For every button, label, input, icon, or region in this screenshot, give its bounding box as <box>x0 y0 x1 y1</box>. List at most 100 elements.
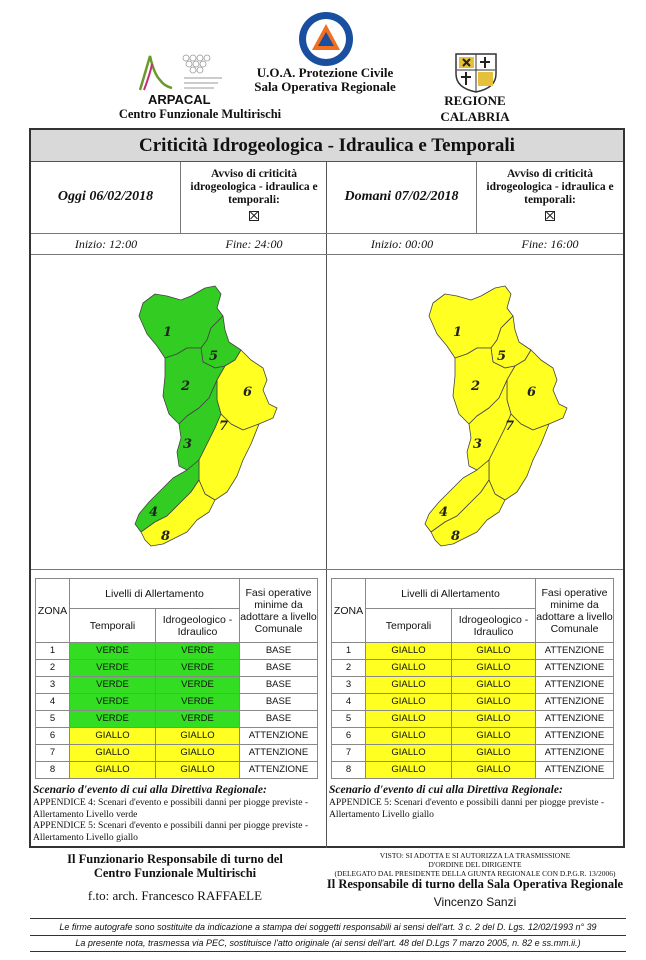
today-temporali-cell: GIALLO <box>69 761 156 779</box>
tomorrow-avviso-checkbox <box>545 211 555 221</box>
tomorrow-table-row: 5 GIALLO GIALLO ATTENZIONE <box>331 710 614 728</box>
regione-calabria-logo <box>455 53 497 93</box>
footer-note-1: Le firme autografe sono sostituite da in… <box>59 922 597 932</box>
tomorrow-zone-8 <box>430 479 506 547</box>
footer-divider-1 <box>30 918 626 919</box>
funzionario-name: f.to: arch. Francesco RAFFAELE <box>87 888 263 903</box>
uoa-line1: U.O.A. Protezione Civile <box>256 65 394 80</box>
today-zona-cell: 8 <box>35 761 70 779</box>
bulletin-title: Criticità Idrogeologica - Idraulica e Te… <box>31 130 623 162</box>
today-avviso-checkbox <box>249 211 259 221</box>
tomorrow-fase-cell: ATTENZIONE <box>535 693 614 711</box>
today-idro-header: Idrogeologico - Idraulico <box>155 608 240 643</box>
today-table-row: 1 VERDE VERDE BASE <box>35 642 318 660</box>
tomorrow-calabria-map: 1 5 2 6 3 7 4 8 <box>424 285 568 547</box>
today-fasi-header: Fasi operative minime da adottare a live… <box>239 578 318 643</box>
visto-line3: (DELEGATO DAL PRESIDENTE DELLA GIUNTA RE… <box>334 869 616 878</box>
tomorrow-idro-cell: GIALLO <box>451 676 536 694</box>
responsabile-title: Il Responsabile di turno della Sala Oper… <box>326 877 624 891</box>
uoa-line2: Sala Operativa Regionale <box>254 79 396 94</box>
tomorrow-fase-cell: ATTENZIONE <box>535 744 614 762</box>
funzionario-line1: Il Funzionario Responsabile di turno del <box>67 852 283 866</box>
today-table-row: 3 VERDE VERDE BASE <box>35 676 318 694</box>
today-idro-cell: GIALLO <box>155 727 240 745</box>
tomorrow-temporali-cell: GIALLO <box>365 761 452 779</box>
funzionario-signature: Il Funzionario Responsabile di turno del… <box>30 852 320 880</box>
tomorrow-scenario-line-1: APPENDICE 5: Scenari d'evento e possibil… <box>329 797 605 820</box>
tomorrow-temporali-cell: GIALLO <box>365 693 452 711</box>
today-table-body: 1 VERDE VERDE BASE 2 VERDE VERDE BASE 3 VERDE VERD… <box>35 642 318 779</box>
visto-line1: VISTO: SI ADOTTA E SI AUTORIZZA LA TRASM… <box>379 851 571 860</box>
today-zona-cell: 3 <box>35 676 70 694</box>
tomorrow-avviso-label: Avviso di criticità idrogeologica - idra… <box>486 168 614 206</box>
tomorrow-fase-cell: ATTENZIONE <box>535 761 614 779</box>
tomorrow-zone-label-5: 5 <box>497 349 506 364</box>
today-zone-label-1: 1 <box>163 325 172 340</box>
today-time-row: Inizio: 12:00 Fine: 24:00 <box>31 234 327 255</box>
today-calabria-map: 1 5 2 6 3 7 4 8 <box>134 285 278 547</box>
today-zone-label-8: 8 <box>161 529 170 544</box>
tomorrow-table-body: 1 GIALLO GIALLO ATTENZIONE 2 GIALLO GIALLO ATTE… <box>331 642 614 779</box>
tomorrow-idro-cell: GIALLO <box>451 659 536 677</box>
today-alert-table: ZONA Livelli di Allertamento Fasi operat… <box>35 578 318 779</box>
today-zone-label-4: 4 <box>149 505 158 520</box>
today-temporali-cell: VERDE <box>69 659 156 677</box>
today-fase-cell: BASE <box>239 676 318 694</box>
today-temporali-cell: VERDE <box>69 710 156 728</box>
tomorrow-idro-cell: GIALLO <box>451 693 536 711</box>
today-temporali-cell: GIALLO <box>69 727 156 745</box>
responsabile-name: Vincenzo Sanzi <box>433 895 517 909</box>
tomorrow-fase-cell: ATTENZIONE <box>535 727 614 745</box>
today-idro-cell: VERDE <box>155 693 240 711</box>
today-fase-cell: ATTENZIONE <box>239 761 318 779</box>
tomorrow-table-row: 7 GIALLO GIALLO ATTENZIONE <box>331 744 614 762</box>
today-idro-cell: VERDE <box>155 710 240 728</box>
today-scenario-line-2: APPENDICE 5: Scenari d'evento e possibil… <box>33 820 309 843</box>
tomorrow-temporali-cell: GIALLO <box>365 744 452 762</box>
today-zona-header: ZONA <box>35 578 70 643</box>
tomorrow-zona-header: ZONA <box>331 578 366 643</box>
tomorrow-time-row: Inizio: 00:00 Fine: 16:00 <box>327 234 623 255</box>
tomorrow-zona-cell: 7 <box>331 744 366 762</box>
today-scenario: Scenario d'evento di cui alla Direttiva … <box>33 784 323 843</box>
tomorrow-scenario-title: Scenario d'evento di cui alla Direttiva … <box>329 784 563 796</box>
arpacal-subtitle: Centro Funzionale Multirischi <box>118 107 282 121</box>
today-zone-label-2: 2 <box>180 379 190 394</box>
tomorrow-zone-label-2: 2 <box>470 379 480 394</box>
today-zona-cell: 5 <box>35 710 70 728</box>
today-idro-cell: GIALLO <box>155 744 240 762</box>
tomorrow-scenario: Scenario d'evento di cui alla Direttiva … <box>329 784 619 820</box>
tomorrow-table-row: 4 GIALLO GIALLO ATTENZIONE <box>331 693 614 711</box>
tomorrow-fase-cell: ATTENZIONE <box>535 642 614 660</box>
today-zone-label-5: 5 <box>209 349 218 364</box>
tomorrow-zone-label-8: 8 <box>451 529 460 544</box>
tomorrow-temporali-header: Temporali <box>365 608 452 643</box>
today-scenario-title: Scenario d'evento di cui alla Direttiva … <box>33 784 267 796</box>
protezione-civile-logo <box>299 12 353 66</box>
tomorrow-zona-cell: 4 <box>331 693 366 711</box>
tomorrow-fasi-header: Fasi operative minime da adottare a live… <box>535 578 614 643</box>
tomorrow-zone-label-7: 7 <box>505 419 514 434</box>
today-avviso-label: Avviso di criticità idrogeologica - idra… <box>190 168 318 206</box>
tomorrow-zone-label-3: 3 <box>473 437 482 452</box>
today-inizio: Inizio: 12:00 <box>74 237 138 251</box>
regione-name: REGIONE CALABRIA <box>440 93 510 124</box>
tomorrow-zona-cell: 8 <box>331 761 366 779</box>
tomorrow-temporali-cell: GIALLO <box>365 642 452 660</box>
funzionario-line2: Centro Funzionale Multirischi <box>93 866 257 880</box>
tomorrow-temporali-cell: GIALLO <box>365 676 452 694</box>
tomorrow-temporali-cell: GIALLO <box>365 710 452 728</box>
tomorrow-date: Domani 07/02/2018 <box>327 162 477 234</box>
tomorrow-zona-cell: 3 <box>331 676 366 694</box>
today-fase-cell: ATTENZIONE <box>239 727 318 745</box>
tomorrow-idro-cell: GIALLO <box>451 727 536 745</box>
tomorrow-idro-cell: GIALLO <box>451 710 536 728</box>
tomorrow-panel: Domani 07/02/2018 Avviso di criticità id… <box>327 162 623 848</box>
tomorrow-table-row: 1 GIALLO GIALLO ATTENZIONE <box>331 642 614 660</box>
visto-block: VISTO: SI ADOTTA E SI AUTORIZZA LA TRASM… <box>325 851 625 878</box>
footer-note-2: La presente nota, trasmessa via PEC, sos… <box>75 938 581 948</box>
tomorrow-zone-label-6: 6 <box>527 385 536 400</box>
uoa-title: U.O.A. Protezione Civile Sala Operativa … <box>240 66 410 94</box>
arpacal-name: ARPACAL <box>148 92 211 107</box>
today-zone-label-3: 3 <box>183 437 192 452</box>
